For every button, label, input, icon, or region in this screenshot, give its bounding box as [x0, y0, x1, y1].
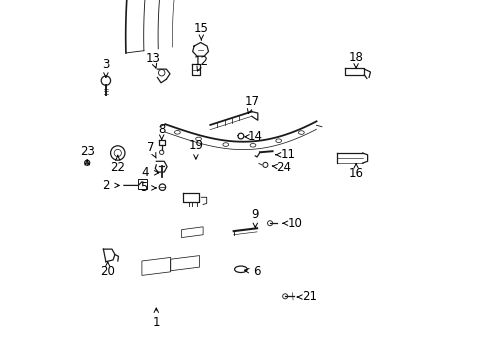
Text: 12: 12 [193, 55, 208, 68]
Text: 15: 15 [193, 22, 208, 35]
Text: 11: 11 [280, 148, 295, 161]
Text: 24: 24 [276, 161, 291, 174]
Text: 17: 17 [244, 95, 259, 108]
Text: 22: 22 [110, 161, 125, 174]
Text: 2: 2 [102, 179, 109, 192]
Text: 8: 8 [158, 123, 165, 136]
Text: 21: 21 [301, 291, 316, 303]
Text: 7: 7 [147, 141, 154, 154]
Text: 16: 16 [348, 167, 363, 180]
Text: 6: 6 [253, 265, 260, 278]
Text: 18: 18 [348, 51, 363, 64]
Text: 9: 9 [251, 208, 259, 221]
Text: 13: 13 [145, 52, 160, 65]
Text: 19: 19 [188, 139, 203, 152]
Text: 1: 1 [152, 316, 160, 329]
Text: 4: 4 [142, 166, 149, 179]
Text: 3: 3 [102, 58, 109, 71]
Text: 14: 14 [247, 130, 262, 143]
Text: 23: 23 [80, 145, 94, 158]
Text: 20: 20 [100, 265, 115, 278]
Text: 10: 10 [287, 217, 302, 230]
Text: 5: 5 [140, 181, 147, 194]
